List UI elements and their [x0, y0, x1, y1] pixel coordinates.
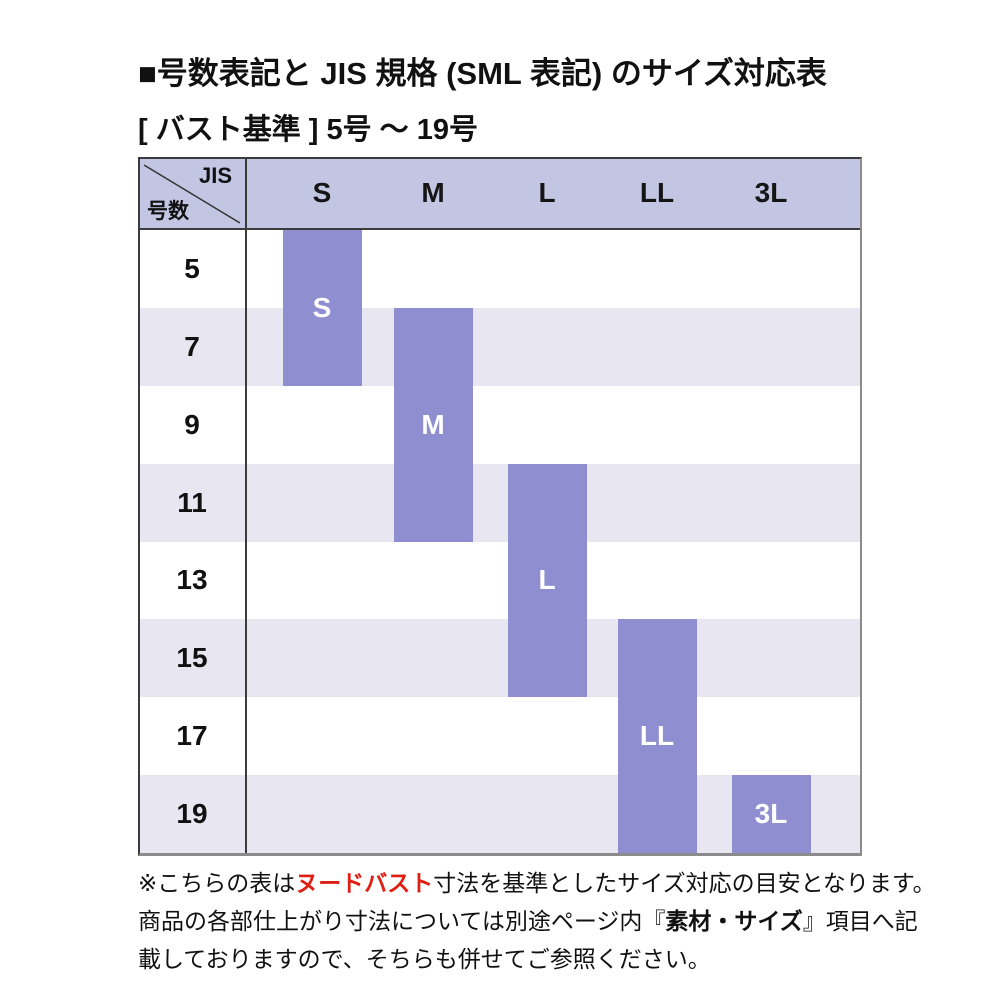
row-label-5: 5 — [184, 252, 200, 284]
column-header-3L: 3L — [754, 177, 788, 208]
stripe-row-15 — [140, 619, 860, 698]
column-header-L: L — [538, 177, 556, 208]
footnote: ※こちらの表はヌードバスト寸法を基準としたサイズ対応の目安となります。 商品の各部… — [138, 864, 936, 978]
column-divider — [245, 159, 247, 853]
size-bar-L: L — [507, 463, 587, 698]
size-bar-M: M — [393, 307, 473, 542]
row-label-17: 17 — [176, 720, 208, 752]
bar-label-LL: LL — [639, 720, 675, 752]
bar-label-L: L — [538, 564, 556, 596]
footnote-text: 載しておりますので、そちらも併せてご参照ください。 — [138, 946, 711, 972]
stripe-row-7 — [140, 307, 860, 386]
page-title: ■号数表記と JIS 規格 (SML 表記) のサイズ対応表 — [138, 56, 827, 91]
row-label-9: 9 — [184, 408, 200, 440]
column-header-M: M — [421, 177, 445, 208]
footnote-text: 商品の各部仕上がり寸法については別途ページ内『 — [138, 908, 666, 934]
stripe-row-11 — [140, 463, 860, 542]
column-header-LL: LL — [639, 177, 675, 208]
bar-label-3L: 3L — [754, 798, 788, 830]
footnote-highlight-nude-bust: ヌードバスト — [295, 870, 434, 896]
row-label-19: 19 — [176, 798, 208, 830]
footnote-line-2: 商品の各部仕上がり寸法については別途ページ内『素材・サイズ』項目へ記 — [138, 902, 936, 940]
footnote-text: ※こちらの表は — [138, 870, 296, 896]
footnote-line-1: ※こちらの表はヌードバスト寸法を基準としたサイズ対応の目安となります。 — [138, 864, 936, 902]
size-bar-LL: LL — [617, 619, 697, 853]
corner-label-gosu: 号数 — [147, 200, 189, 223]
table-header-row: JIS 号数 S M L LL 3L — [140, 159, 860, 230]
footnote-line-3: 載しておりますので、そちらも併せてご参照ください。 — [138, 940, 936, 978]
corner-cell: JIS 号数 — [140, 159, 245, 228]
row-label-13: 13 — [176, 564, 208, 596]
column-header-S: S — [312, 177, 332, 208]
row-label-11: 11 — [177, 486, 207, 518]
size-bar-S: S — [282, 230, 362, 386]
size-correspondence-table: JIS 号数 S M L LL 3L 5 7 9 11 13 15 17 19 S M L LL 3L — [138, 157, 862, 856]
footnote-text: 寸法を基準としたサイズ対応の目安となります。 — [433, 870, 936, 896]
table-body: 5 7 9 11 13 15 17 19 S M L LL 3L — [140, 230, 860, 853]
row-label-7: 7 — [184, 330, 200, 362]
bar-label-M: M — [421, 408, 445, 440]
subtitle-bust-range: [ バスト基準 ] 5号 〜 19号 — [138, 114, 478, 146]
row-label-15: 15 — [176, 642, 208, 674]
footnote-emphasis-material-size: 素材・サイズ — [665, 908, 803, 934]
footnote-text: 』項目へ記 — [802, 908, 918, 934]
size-bar-3L: 3L — [731, 775, 811, 853]
corner-label-jis: JIS — [198, 163, 232, 188]
bar-label-S: S — [312, 291, 332, 323]
diagonal-line — [143, 164, 241, 224]
